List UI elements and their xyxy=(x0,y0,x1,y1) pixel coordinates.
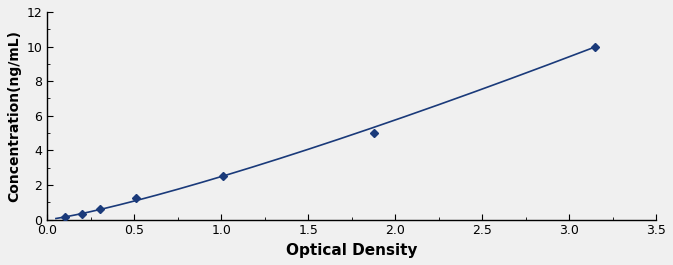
Y-axis label: Concentration(ng/mL): Concentration(ng/mL) xyxy=(7,30,21,202)
X-axis label: Optical Density: Optical Density xyxy=(286,243,417,258)
